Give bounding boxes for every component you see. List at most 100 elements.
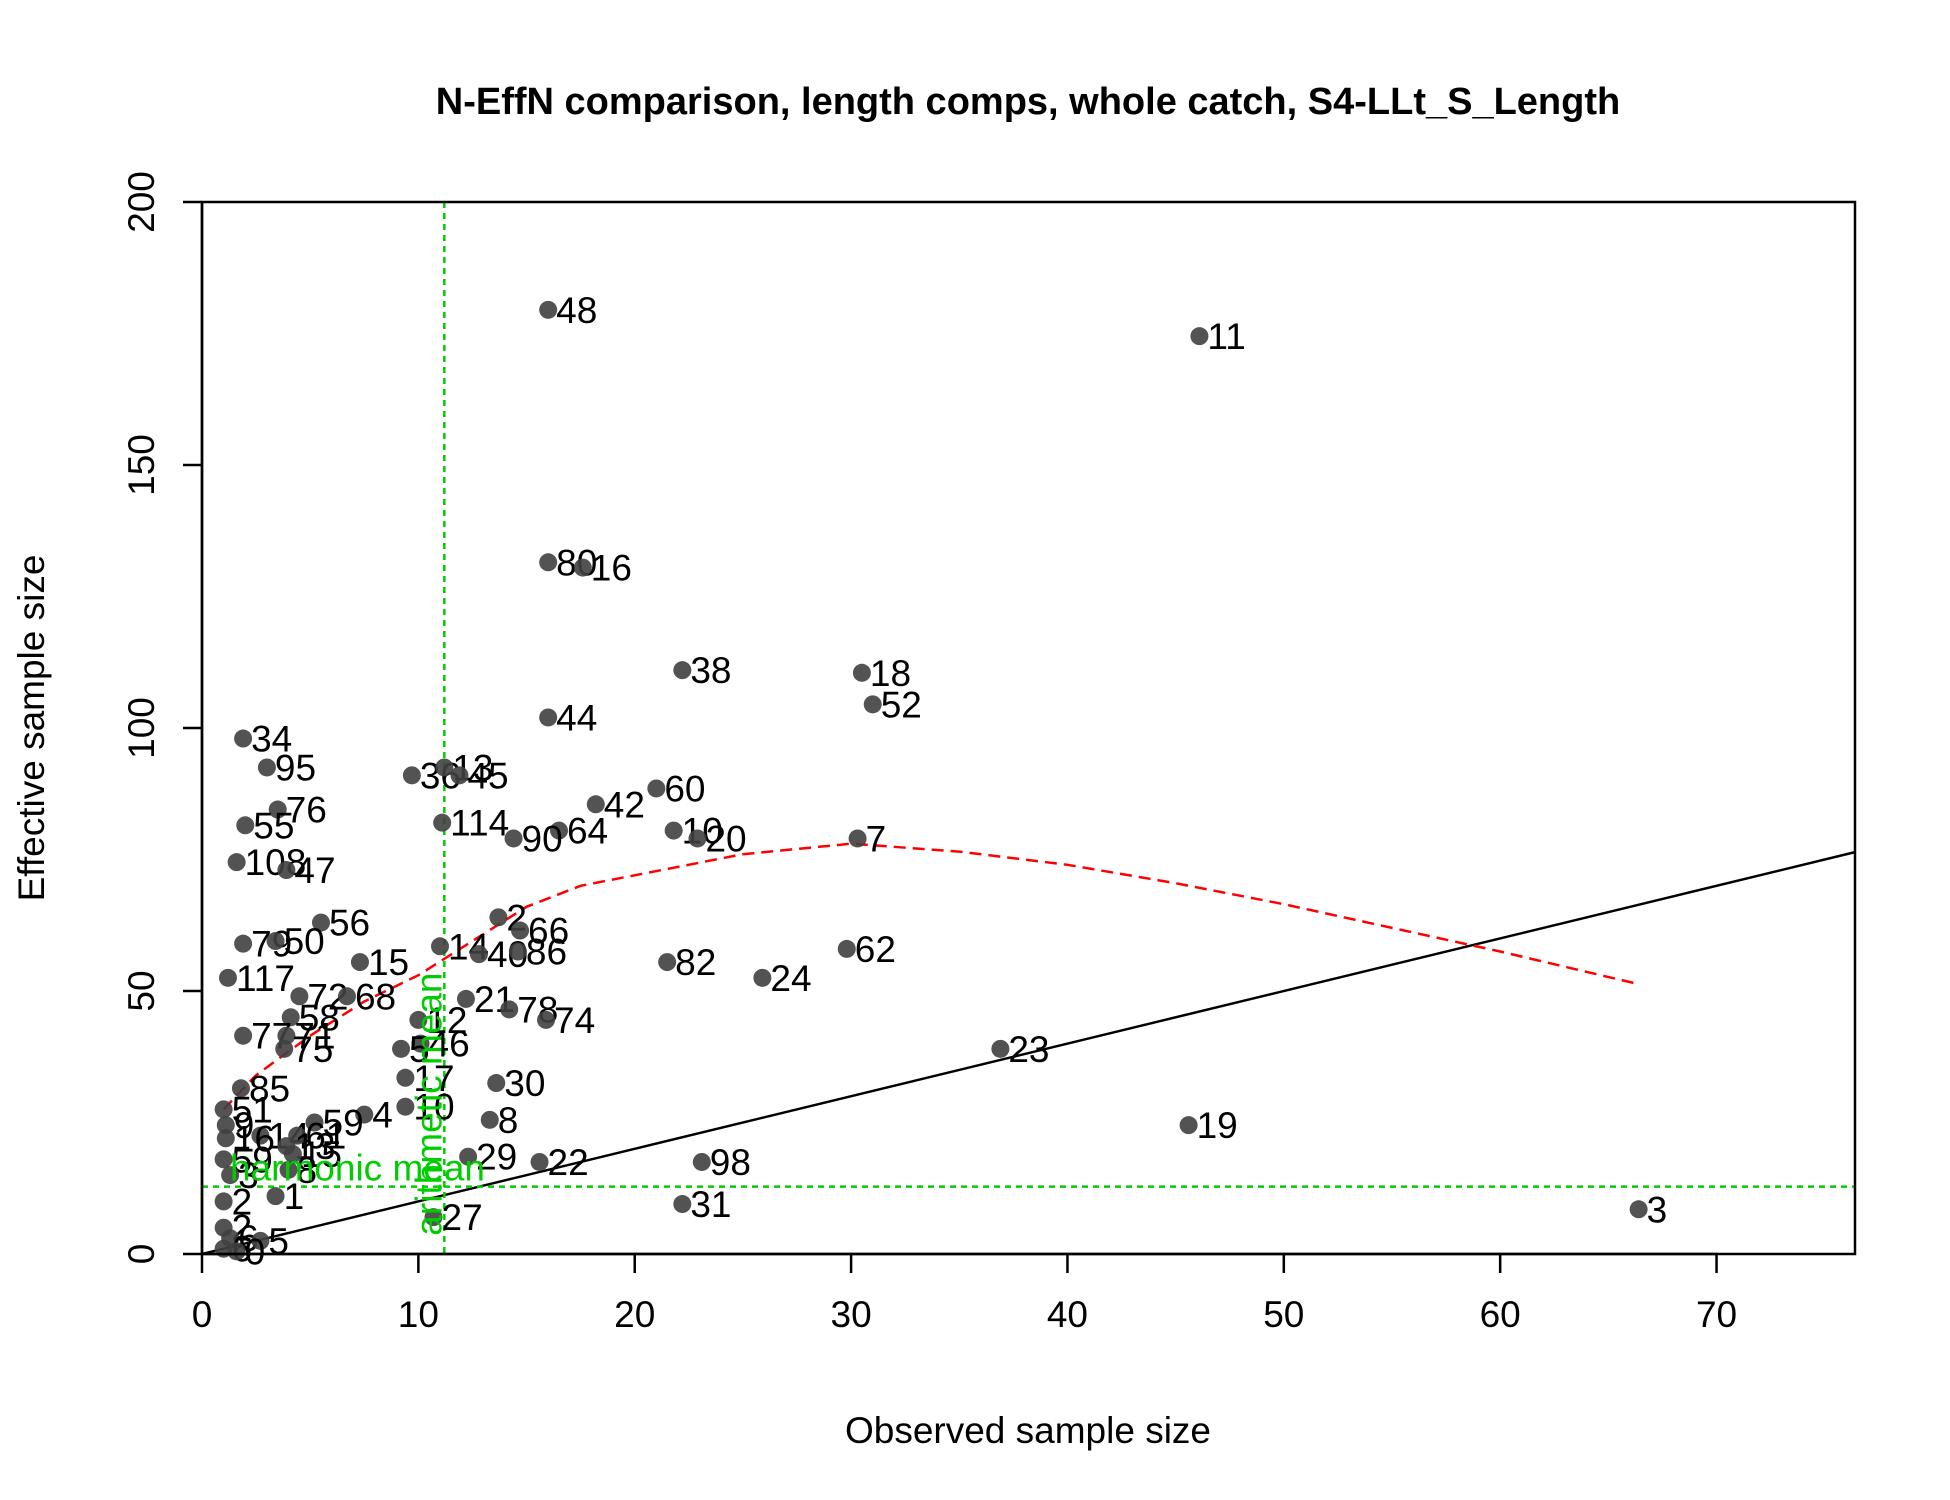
point-label: 95	[275, 747, 316, 788]
point-label: 85	[249, 1068, 290, 1109]
point-label: 62	[855, 929, 896, 970]
data-point	[355, 1105, 374, 1124]
point-label: 34	[251, 719, 292, 760]
data-point	[480, 1110, 499, 1129]
point-label: 1	[284, 1176, 305, 1217]
point-label: 66	[528, 911, 569, 952]
x-tick-label: 50	[1263, 1294, 1304, 1335]
point-label: 19	[1197, 1105, 1238, 1146]
data-point	[396, 1097, 415, 1116]
data-point	[539, 300, 558, 319]
point-label: 0	[245, 1231, 266, 1272]
data-point	[268, 800, 287, 819]
point-label: 56	[329, 903, 370, 944]
data-point	[279, 1160, 298, 1179]
data-point	[991, 1039, 1010, 1058]
data-point	[266, 932, 285, 951]
point-label: 64	[567, 811, 608, 852]
point-label: 11	[1207, 316, 1245, 357]
data-point	[673, 1195, 692, 1214]
data-point	[1179, 1116, 1198, 1135]
point-label: 108	[245, 842, 307, 883]
point-label: 5	[409, 1029, 430, 1070]
data-point	[409, 1010, 428, 1029]
data-point	[281, 1008, 300, 1027]
data-point	[530, 1152, 549, 1171]
data-point	[216, 1116, 235, 1135]
point-label: 22	[548, 1142, 589, 1183]
data-point	[489, 908, 508, 927]
data-point	[290, 987, 309, 1006]
data-point	[283, 1145, 302, 1164]
data-point	[692, 1152, 711, 1171]
data-point	[456, 989, 475, 1008]
point-label: 31	[690, 1184, 731, 1225]
point-label: 45	[467, 755, 508, 796]
data-point	[837, 939, 856, 958]
point-label: 75	[292, 1029, 333, 1070]
point-label: 9	[234, 1105, 255, 1146]
data-point	[251, 1126, 270, 1145]
point-label: 5	[268, 1221, 289, 1262]
point-label: 51	[232, 1089, 273, 1130]
point-label: 18	[870, 653, 911, 694]
data-point	[305, 1113, 324, 1132]
point-label: 42	[604, 784, 645, 825]
data-point	[539, 708, 558, 727]
data-point	[1629, 1200, 1648, 1219]
data-point	[350, 953, 369, 972]
data-point	[231, 1079, 250, 1098]
data-point	[424, 1208, 443, 1227]
data-point	[658, 953, 677, 972]
x-tick-label: 10	[398, 1294, 439, 1335]
point-label: 8	[498, 1100, 519, 1141]
point-label: 76	[286, 790, 327, 831]
data-point	[688, 829, 707, 848]
data-point	[549, 821, 568, 840]
data-point	[673, 661, 692, 680]
point-label: 48	[556, 290, 597, 331]
chart-title: N-EffN comparison, length comps, whole c…	[436, 81, 1620, 123]
point-label: 7	[866, 818, 887, 859]
data-point	[236, 816, 255, 835]
data-point	[277, 861, 296, 880]
data-point	[487, 1074, 506, 1093]
data-point	[214, 1192, 233, 1211]
y-tick-label: 200	[121, 171, 162, 233]
point-label: 8	[297, 1150, 318, 1191]
data-point	[234, 934, 253, 953]
point-label: 23	[1008, 1029, 1049, 1070]
point-label: 46	[429, 1024, 470, 1065]
point-label: 58	[299, 997, 340, 1038]
y-tick-label: 150	[121, 434, 162, 496]
data-point	[508, 942, 527, 961]
point-label: 24	[770, 958, 811, 999]
point-label: 13	[294, 1126, 335, 1167]
point-label: 16	[591, 548, 632, 589]
point-label: 74	[554, 1000, 595, 1041]
data-point	[539, 553, 558, 572]
smoother-line	[222, 842, 1635, 1111]
point-label: 15	[368, 942, 409, 983]
y-tick-label: 0	[121, 1244, 162, 1265]
point-label: 10	[413, 1087, 454, 1128]
point-label: 52	[881, 684, 922, 725]
point-label: 3	[238, 1155, 259, 1196]
data-point	[214, 1150, 233, 1169]
data-point	[402, 766, 421, 785]
data-point	[234, 729, 253, 748]
point-label: 20	[705, 818, 746, 859]
point-label: 3	[1647, 1189, 1668, 1230]
point-label: 16	[234, 1118, 275, 1159]
harmonic-mean-label: harmonic mean	[230, 1148, 485, 1189]
data-point	[392, 1039, 411, 1058]
data-point	[430, 937, 449, 956]
point-label: 44	[556, 697, 597, 738]
point-label: 30	[504, 1063, 545, 1104]
point-label: 38	[690, 650, 731, 691]
data-point	[218, 968, 237, 987]
plot-area: 4811801638185244349536134560764255114641…	[201, 202, 1856, 1272]
x-tick-label: 70	[1696, 1294, 1737, 1335]
point-label: 117	[236, 958, 295, 999]
data-point	[396, 1068, 415, 1087]
